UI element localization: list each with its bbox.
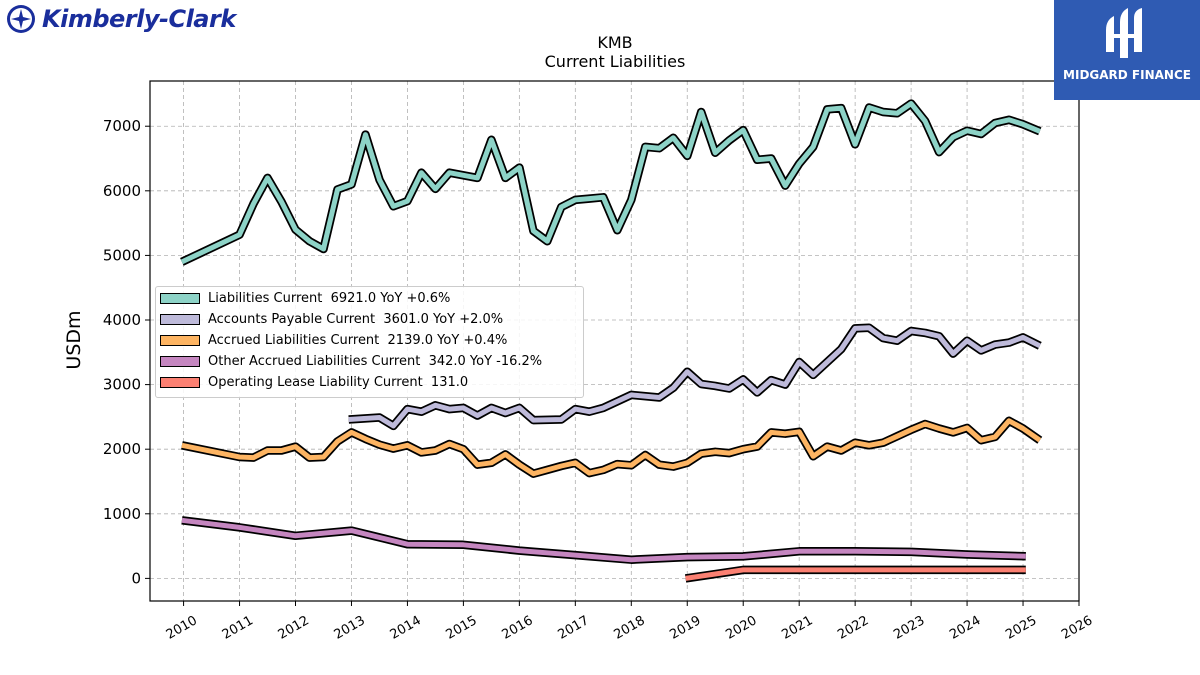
y-tick-label: 1000 — [103, 505, 141, 523]
chart-subtitle: Current Liabilities — [544, 52, 686, 71]
y-axis-label: USDm — [63, 310, 85, 369]
series-line — [685, 567, 1026, 581]
legend-swatch — [160, 313, 200, 325]
series-line — [348, 325, 1041, 429]
x-tick-label: 2013 — [332, 613, 368, 643]
midgard-finance-logo: MIDGARD FINANCE — [1054, 0, 1200, 100]
chart-title: KMB — [597, 33, 633, 52]
kimberly-clark-wordmark: Kimberly-Clark — [42, 5, 236, 33]
legend-label: Other Accrued Liabilities Current 342.0 … — [208, 353, 543, 369]
y-tick-label: 2000 — [103, 440, 141, 458]
x-tick-label: 2023 — [891, 613, 927, 643]
x-tick-label: 2011 — [220, 613, 256, 643]
x-tick-label: 2010 — [164, 613, 200, 643]
legend-swatch — [160, 376, 200, 388]
x-tick-label: 2024 — [947, 613, 983, 643]
midgard-emblem-icon — [1106, 8, 1142, 58]
legend-item-liabilities-current: Liabilities Current 6921.0 YoY +0.6% — [160, 289, 450, 307]
kimberly-clark-logo: Kimberly-Clark — [6, 4, 236, 34]
x-tick-label: 2016 — [500, 613, 536, 643]
legend-label: Accounts Payable Current 3601.0 YoY +2.0… — [208, 311, 504, 327]
kimberly-clark-emblem-icon — [7, 5, 35, 33]
y-tick-label: 3000 — [103, 376, 141, 394]
y-tick-label: 6000 — [103, 182, 141, 200]
x-tick-label: 2026 — [1059, 613, 1095, 643]
x-tick-label: 2014 — [388, 613, 424, 643]
chart-legend: Liabilities Current 6921.0 YoY +0.6% Acc… — [155, 286, 584, 398]
series-line — [181, 517, 1026, 563]
y-tick-label: 7000 — [103, 117, 141, 135]
legend-swatch — [160, 334, 200, 346]
legend-item-accrued-liabilities: Accrued Liabilities Current 2139.0 YoY +… — [160, 331, 507, 349]
legend-item-other-accrued: Other Accrued Liabilities Current 342.0 … — [160, 352, 542, 370]
legend-swatch — [160, 355, 200, 367]
legend-item-operating-lease: Operating Lease Liability Current 131.0 — [160, 373, 468, 391]
y-tick-label: 0 — [131, 569, 141, 587]
x-tick-label: 2019 — [667, 613, 703, 643]
x-tick-label: 2025 — [1003, 613, 1039, 643]
legend-swatch — [160, 292, 200, 304]
y-tick-label: 5000 — [103, 246, 141, 264]
legend-label: Operating Lease Liability Current 131.0 — [208, 374, 469, 390]
x-tick-label: 2017 — [555, 613, 591, 643]
series-layer — [180, 99, 1043, 583]
midgard-wordmark: MIDGARD FINANCE — [1063, 68, 1191, 82]
x-tick-label: 2018 — [611, 613, 647, 643]
y-tick-label: 4000 — [103, 311, 141, 329]
legend-label: Liabilities Current 6921.0 YoY +0.6% — [208, 290, 451, 306]
legend-item-accounts-payable: Accounts Payable Current 3601.0 YoY +2.0… — [160, 310, 503, 328]
x-tick-label: 2020 — [723, 613, 759, 643]
legend-label: Accrued Liabilities Current 2139.0 YoY +… — [208, 332, 508, 348]
series-line — [181, 418, 1042, 477]
x-tick-label: 2021 — [779, 613, 815, 643]
series-line — [180, 101, 1041, 265]
x-tick-label: 2012 — [276, 613, 312, 643]
x-tick-label: 2015 — [444, 613, 480, 643]
plot-frame — [149, 80, 1080, 602]
x-tick-label: 2022 — [835, 613, 871, 643]
